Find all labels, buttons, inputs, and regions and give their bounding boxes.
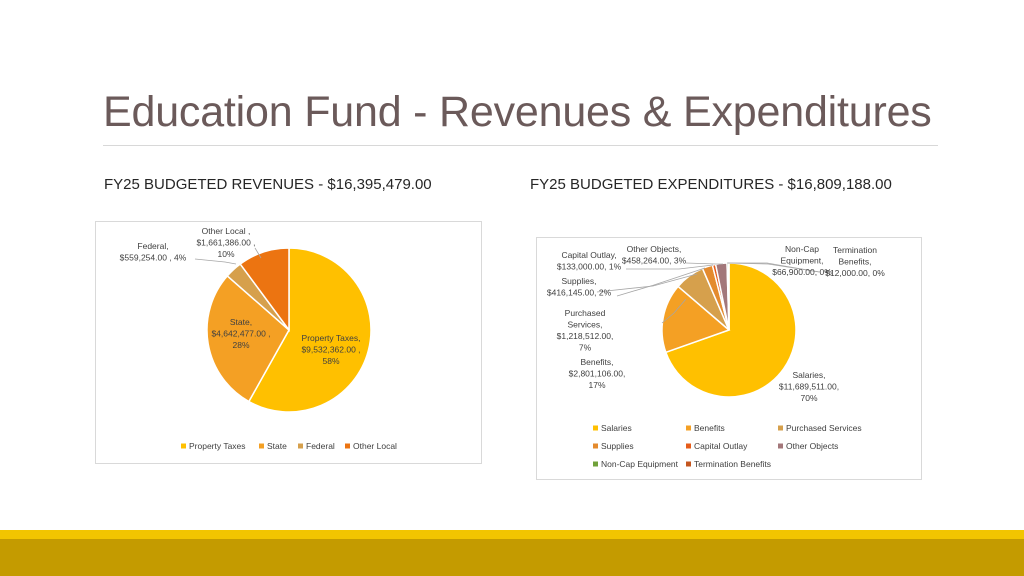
data-label-state: State, $4,642,477.00 , 28%	[211, 317, 270, 350]
legend-item-other-local[interactable]: Other Local	[345, 441, 397, 451]
legend-swatch	[345, 443, 350, 449]
pie-slice-other-local[interactable]	[239, 247, 290, 333]
legend-label: Non-Cap Equipment	[601, 459, 679, 469]
title-divider	[103, 145, 938, 146]
legend-item-salaries[interactable]: Salaries	[593, 423, 632, 433]
legend-swatch	[298, 443, 303, 449]
data-label-other-local: Other Local , $1,661,386.00 , 10%	[196, 226, 255, 259]
data-label-non-cap-equipment: Non-Cap Equipment, $66,900.00, 0%	[772, 244, 832, 277]
expenditures-pie-chart: Salaries, $11,689,511.00, 70% Benefits, $2,8…	[547, 244, 885, 469]
pie-slice-state[interactable]	[206, 274, 290, 403]
legend-swatch	[593, 425, 598, 431]
data-label-supplies: Supplies, $416,145.00, 2%	[547, 276, 612, 298]
leader-line	[596, 273, 698, 293]
data-label-other-objects: Other Objects, $458,264.00, 3%	[622, 244, 687, 266]
data-label-property-taxes: Property Taxes, $9,532,362.00 , 58%	[301, 333, 360, 366]
legend-label: Property Taxes	[189, 441, 246, 451]
legend-item-non-cap-equipment[interactable]: Non-Cap Equipment	[593, 459, 679, 469]
data-label-salaries: Salaries, $11,689,511.00, 70%	[779, 370, 839, 403]
footer-band-light	[0, 530, 1024, 539]
legend-item-federal[interactable]: Federal	[298, 441, 335, 451]
legend-label: Federal	[306, 441, 335, 451]
legend-item-capital-outlay[interactable]: Capital Outlay	[686, 441, 748, 451]
leader-line	[616, 267, 706, 297]
revenues-chart-frame[interactable]: Property Taxes, $9,532,362.00 , 58% State, $…	[95, 221, 482, 464]
legend-label: Capital Outlay	[694, 441, 748, 451]
data-label-federal: Federal, $559,254.00 , 4%	[120, 241, 187, 263]
slide-title: Education Fund - Revenues & Expenditures	[103, 88, 932, 136]
legend-item-purchased-services[interactable]: Purchased Services	[778, 423, 862, 433]
legend-label: Benefits	[694, 423, 725, 433]
legend-item-supplies[interactable]: Supplies	[593, 441, 634, 451]
legend-swatch	[593, 461, 598, 467]
data-label-purchased-services: Purchased Services, $1,218,512.00, 7%	[557, 308, 614, 353]
legend-swatch	[686, 461, 691, 467]
pie-slice-property-taxes[interactable]	[247, 247, 372, 413]
legend-label: Salaries	[601, 423, 632, 433]
data-label-termination-benefits: Termination Benefits, $12,000.00, 0%	[825, 245, 885, 278]
legend-item-property-taxes[interactable]: Property Taxes	[181, 441, 246, 451]
data-label-benefits: Benefits, $2,801,106.00, 17%	[569, 357, 626, 390]
legend-item-state[interactable]: State	[259, 441, 287, 451]
legend-item-benefits[interactable]: Benefits	[686, 423, 725, 433]
legend-item-other-objects[interactable]: Other Objects	[778, 441, 838, 451]
expenditures-chart-frame[interactable]: Salaries, $11,689,511.00, 70% Benefits, $2,8…	[536, 237, 922, 480]
legend-swatch	[181, 443, 186, 449]
pie-slice-salaries[interactable]	[664, 262, 797, 398]
revenues-heading: FY25 BUDGETED REVENUES - $16,395,479.00	[104, 176, 432, 193]
legend-swatch	[778, 443, 783, 449]
leader-line	[194, 258, 237, 265]
expenditures-heading: FY25 BUDGETED EXPENDITURES - $16,809,188…	[530, 176, 892, 193]
revenues-pie-chart: Property Taxes, $9,532,362.00 , 58% State, $…	[120, 226, 397, 451]
legend-label: Purchased Services	[786, 423, 862, 433]
footer-band-dark	[0, 539, 1024, 576]
legend-label: State	[267, 441, 287, 451]
leader-line	[661, 298, 687, 324]
leader-line	[685, 262, 723, 265]
legend-label: Other Local	[353, 441, 397, 451]
legend-swatch	[259, 443, 264, 449]
leader-line	[626, 264, 714, 270]
legend-label: Termination Benefits	[694, 459, 771, 469]
leader-line	[728, 262, 820, 273]
legend-label: Supplies	[601, 441, 634, 451]
pie-slice-benefits[interactable]	[661, 285, 731, 354]
legend-swatch	[686, 425, 691, 431]
data-label-capital-outlay: Capital Outlay, $133,000.00, 1%	[557, 250, 622, 272]
leader-line	[254, 247, 262, 259]
legend-swatch	[593, 443, 598, 449]
legend-label: Other Objects	[786, 441, 838, 451]
legend-swatch	[686, 443, 691, 449]
legend-item-termination-benefits[interactable]: Termination Benefits	[686, 459, 771, 469]
legend-swatch	[778, 425, 783, 431]
